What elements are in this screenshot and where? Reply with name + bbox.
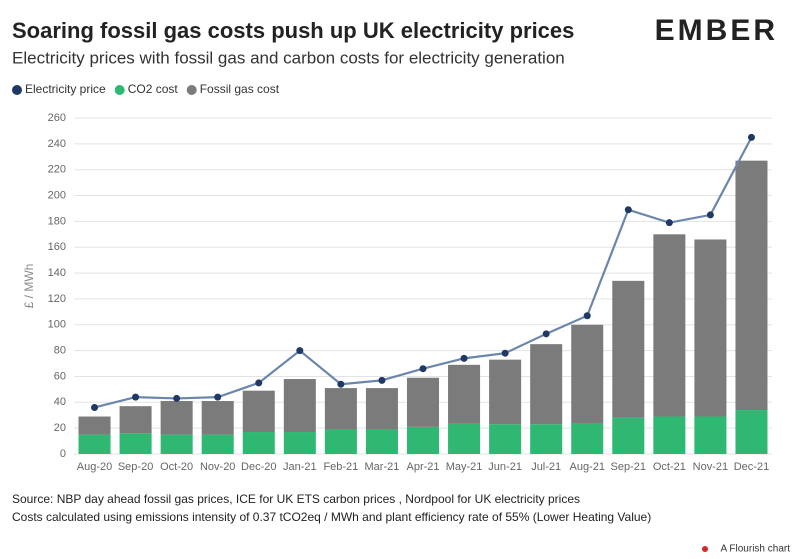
x-tick-label: Aug-21 bbox=[569, 461, 604, 473]
bar bbox=[201, 434, 234, 454]
point bbox=[583, 312, 591, 320]
x-tick-label: Jun-21 bbox=[488, 461, 522, 473]
x-tick-label: Oct-20 bbox=[160, 461, 193, 473]
point bbox=[665, 219, 673, 227]
legend-marker bbox=[114, 85, 125, 95]
y-tick-label: 0 bbox=[60, 448, 66, 460]
x-tick-label: Sep-20 bbox=[118, 461, 153, 473]
x-tick-label: Jul-21 bbox=[531, 461, 561, 473]
x-tick-label: May-21 bbox=[446, 461, 483, 473]
x-tick-label: Jan-21 bbox=[283, 461, 317, 473]
logo: EMBER bbox=[655, 14, 778, 47]
bar bbox=[365, 388, 398, 430]
point bbox=[296, 347, 304, 355]
x-tick-label: Apr-21 bbox=[406, 461, 439, 473]
point bbox=[419, 365, 427, 373]
bar bbox=[448, 364, 481, 423]
bar bbox=[489, 359, 522, 425]
x-tick-label: Oct-21 bbox=[653, 461, 686, 473]
point bbox=[624, 206, 632, 214]
bar bbox=[653, 234, 686, 417]
footer[interactable]: A Flourish chart bbox=[721, 544, 791, 555]
y-tick-label: 160 bbox=[48, 241, 66, 253]
bar bbox=[653, 416, 686, 454]
bar bbox=[694, 416, 727, 454]
y-tick-label: 180 bbox=[48, 215, 66, 227]
x-tick-label: Aug-20 bbox=[77, 461, 112, 473]
y-tick-label: 220 bbox=[48, 164, 66, 176]
x-tick-label: Dec-20 bbox=[241, 461, 276, 473]
bar bbox=[78, 416, 111, 435]
bar bbox=[530, 344, 563, 425]
bar bbox=[160, 401, 193, 435]
legend-label: Fossil gas cost bbox=[200, 82, 280, 96]
flourish-icon bbox=[702, 546, 708, 552]
point bbox=[378, 376, 386, 384]
y-tick-label: 20 bbox=[54, 422, 66, 434]
y-tick-label: 100 bbox=[48, 319, 66, 331]
bar bbox=[489, 424, 522, 454]
bar bbox=[365, 429, 398, 454]
chart-title: Soaring fossil gas costs push up UK elec… bbox=[12, 18, 574, 43]
bar bbox=[571, 324, 604, 423]
bar bbox=[406, 377, 440, 427]
legend-marker bbox=[12, 85, 22, 95]
bar bbox=[406, 426, 440, 454]
bar bbox=[612, 280, 645, 418]
bar bbox=[283, 432, 316, 454]
bar bbox=[119, 433, 152, 454]
point bbox=[255, 379, 263, 387]
bar bbox=[694, 239, 727, 417]
y-tick-label: 120 bbox=[48, 293, 66, 305]
point bbox=[747, 133, 755, 141]
x-tick-label: Feb-21 bbox=[323, 461, 358, 473]
bar bbox=[201, 401, 234, 435]
bar bbox=[242, 432, 275, 454]
legend-label: CO2 cost bbox=[128, 82, 179, 96]
bar bbox=[119, 406, 152, 434]
y-tick-label: 200 bbox=[48, 189, 66, 201]
bar bbox=[571, 422, 604, 454]
bar bbox=[324, 388, 357, 430]
point bbox=[173, 394, 181, 402]
point bbox=[460, 354, 468, 362]
point bbox=[337, 380, 345, 388]
point bbox=[706, 211, 714, 219]
x-tick-label: Sep-21 bbox=[611, 461, 646, 473]
source-line: Source: NBP day ahead fossil gas prices,… bbox=[12, 492, 580, 506]
y-tick-label: 60 bbox=[54, 370, 66, 382]
bar bbox=[78, 434, 111, 454]
legend-marker bbox=[186, 85, 197, 95]
legend-label: Electricity price bbox=[25, 82, 106, 96]
y-tick-label: 240 bbox=[48, 138, 66, 150]
bar bbox=[612, 417, 645, 454]
bar bbox=[735, 410, 768, 454]
bar bbox=[242, 390, 275, 433]
bar bbox=[735, 160, 768, 411]
point bbox=[214, 393, 222, 401]
y-tick-label: 80 bbox=[54, 345, 66, 357]
point bbox=[91, 403, 99, 411]
x-tick-label: Mar-21 bbox=[365, 461, 400, 473]
point bbox=[132, 393, 140, 401]
y-tick-label: 40 bbox=[54, 396, 66, 408]
bar bbox=[160, 434, 193, 454]
bar bbox=[324, 429, 357, 454]
x-tick-label: Nov-20 bbox=[200, 461, 235, 473]
bar bbox=[448, 422, 481, 454]
y-tick-label: 140 bbox=[48, 267, 66, 279]
x-tick-label: Nov-21 bbox=[693, 461, 728, 473]
y-tick-label: 260 bbox=[48, 112, 66, 124]
x-tick-label: Dec-21 bbox=[734, 461, 769, 473]
bar bbox=[530, 424, 563, 454]
chart-subtitle: Electricity prices with fossil gas and c… bbox=[12, 48, 565, 67]
source-line: Costs calculated using emissions intensi… bbox=[12, 510, 651, 524]
y-axis-label: £ / MWh bbox=[22, 264, 36, 309]
point bbox=[501, 349, 509, 357]
bar bbox=[283, 379, 316, 433]
point bbox=[542, 330, 550, 338]
